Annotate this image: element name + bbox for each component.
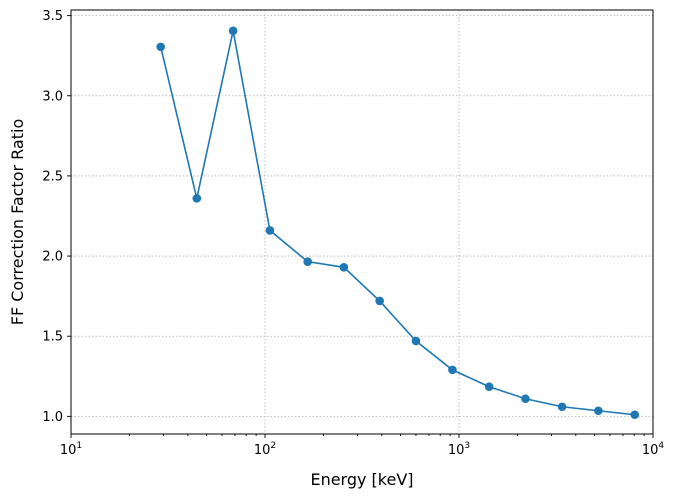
data-point [228, 26, 238, 36]
y-tick-label: 3.5 [42, 9, 63, 24]
data-point [192, 194, 202, 203]
y-tick-label: 1.5 [42, 330, 63, 345]
data-point [303, 257, 313, 266]
data-point [448, 365, 457, 375]
x-tick-label: 101 [60, 441, 82, 458]
ticks-layer: 101 102 103 104 1.0 1.5 2.0 2.5 3.0 3.5 [42, 9, 664, 458]
data-point [557, 402, 567, 412]
x-tick-label: 102 [254, 441, 276, 458]
series-line [159, 30, 635, 416]
data-point [630, 410, 640, 420]
y-tick-label: 1.0 [42, 410, 63, 425]
x-tick-label: 104 [642, 441, 665, 458]
y-tick-label: 2.5 [42, 169, 63, 184]
x-axis-label: Energy [keV] [310, 470, 413, 489]
series-layer [156, 26, 640, 420]
data-point [375, 296, 384, 306]
data-point [411, 336, 421, 346]
y-tick-label: 3.0 [42, 89, 63, 104]
data-point [521, 394, 530, 404]
y-tick-label: 2.0 [42, 250, 63, 265]
data-point [594, 406, 603, 416]
grid [71, 10, 653, 434]
data-point [156, 42, 166, 52]
plot-frame [70, 9, 654, 435]
data-point [339, 262, 349, 272]
data-point [265, 226, 275, 235]
x-tick-label: 103 [448, 441, 470, 458]
y-axis-label: FF Correction Factor Ratio [8, 119, 27, 326]
data-point [484, 382, 494, 392]
